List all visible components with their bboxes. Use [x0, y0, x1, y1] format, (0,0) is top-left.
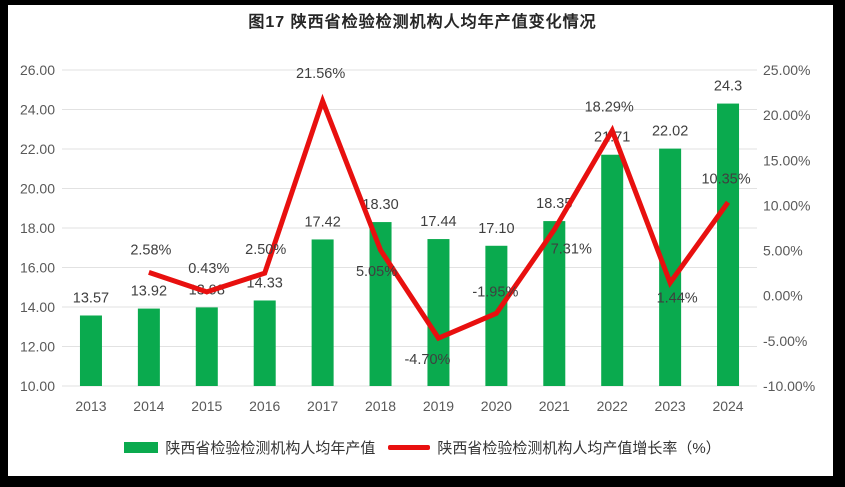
chart-legend: 陕西省检验检测机构人均年产值 陕西省检验检测机构人均产值增长率（%）: [0, 437, 845, 458]
y-axis-tick-right: 15.00%: [763, 152, 810, 168]
y-axis-tick-left: 24.00: [20, 102, 55, 118]
line-value-label: 2.58%: [130, 242, 171, 258]
line-value-label: 7.31%: [551, 242, 592, 258]
bar: [195, 307, 218, 386]
y-axis-tick-left: 20.00: [20, 181, 55, 197]
bar-value-label: 17.10: [478, 221, 514, 237]
bar-value-label: 17.44: [420, 214, 456, 230]
y-axis-tick-left: 14.00: [20, 299, 55, 315]
bar: [369, 222, 392, 386]
line-value-label: 10.35%: [701, 171, 750, 187]
bar: [427, 239, 450, 386]
bar-value-label: 22.02: [652, 124, 688, 140]
y-axis-tick-left: 22.00: [20, 141, 55, 157]
line-value-label: 0.43%: [188, 261, 229, 277]
x-axis-tick: 2015: [191, 398, 222, 414]
x-axis-tick: 2023: [655, 398, 686, 414]
y-axis-tick-left: 10.00: [20, 378, 55, 394]
bar-value-label: 13.57: [73, 290, 109, 306]
bar: [79, 315, 102, 386]
bar-value-label: 14.33: [247, 275, 283, 291]
y-axis-tick-right: -10.00%: [763, 378, 815, 394]
growth-line: [148, 93, 731, 342]
line-value-label: -1.95%: [472, 284, 518, 300]
y-axis-tick-right: 5.00%: [763, 243, 803, 259]
bar-value-label: 24.3: [714, 79, 742, 95]
x-axis-tick: 2021: [539, 398, 570, 414]
y-axis-tick-left: 12.00: [20, 339, 55, 355]
y-axis-tick-left: 18.00: [20, 220, 55, 236]
bar-series-swatch-icon: [124, 442, 159, 453]
line-series-legend-label: 陕西省检验检测机构人均产值增长率（%）: [437, 440, 721, 457]
x-axis-tick: 2019: [423, 398, 454, 414]
y-axis-tick-right: 20.00%: [763, 107, 810, 123]
y-axis-tick-right: 0.00%: [763, 288, 803, 304]
line-series-swatch-icon: [388, 445, 431, 450]
x-axis-tick: 2014: [133, 398, 164, 414]
bar-value-label: 18.35: [536, 196, 572, 212]
bar: [311, 239, 334, 386]
line-value-label: 2.50%: [245, 242, 286, 258]
chart-card: [8, 5, 833, 476]
line-value-label: 18.29%: [585, 100, 634, 116]
bar: [659, 148, 682, 386]
y-axis-tick-right: -5.00%: [763, 333, 807, 349]
bar: [137, 308, 160, 386]
y-axis-tick-left: 26.00: [20, 62, 55, 78]
bar-series-legend-label: 陕西省检验检测机构人均年产值: [165, 440, 376, 457]
x-axis-tick: 2022: [597, 398, 628, 414]
line-value-label: 21.56%: [296, 66, 345, 82]
line-value-label: 1.44%: [657, 291, 698, 307]
chart-title: 图17 陕西省检验检测机构人均年产值变化情况: [248, 14, 597, 31]
bar: [601, 154, 624, 386]
x-axis-tick: 2017: [307, 398, 338, 414]
bar: [253, 300, 276, 386]
bar: [543, 221, 566, 386]
bar-value-label: 18.30: [362, 197, 398, 213]
bar: [717, 103, 740, 386]
x-axis-tick: 2024: [712, 398, 743, 414]
bar-value-label: 13.92: [131, 284, 167, 300]
x-axis-tick: 2020: [481, 398, 512, 414]
y-axis-tick-left: 16.00: [20, 260, 55, 276]
x-axis-tick: 2016: [249, 398, 280, 414]
line-value-label: 5.05%: [356, 264, 397, 280]
x-axis-tick: 2018: [365, 398, 396, 414]
line-value-label: -4.70%: [404, 352, 450, 368]
y-axis-tick-right: 10.00%: [763, 197, 810, 213]
x-axis-tick: 2013: [75, 398, 106, 414]
y-axis-tick-right: 25.00%: [763, 62, 810, 78]
bar-value-label: 17.42: [304, 214, 340, 230]
